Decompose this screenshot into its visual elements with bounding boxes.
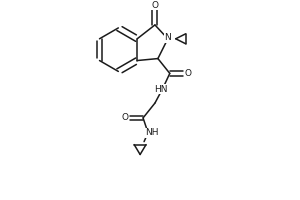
Text: HN: HN [154, 85, 168, 94]
Text: N: N [164, 33, 171, 42]
Text: O: O [152, 1, 158, 10]
Text: O: O [184, 69, 191, 78]
Text: NH: NH [145, 128, 159, 137]
Text: O: O [122, 113, 129, 122]
